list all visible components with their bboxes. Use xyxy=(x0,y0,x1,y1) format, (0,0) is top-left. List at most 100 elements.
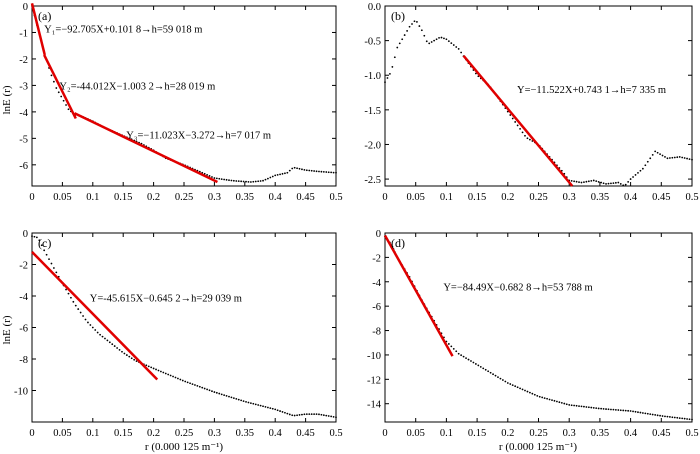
panel-1-data-point xyxy=(438,36,440,39)
panel-2-data-point xyxy=(169,374,172,377)
panel-1-data-point xyxy=(519,127,521,130)
panel-2-data-point xyxy=(133,358,136,361)
x-axis-label-right: r (0.000 125 m⁻¹) xyxy=(499,441,577,453)
panel-2-data-point xyxy=(130,357,133,360)
panel-1-data-point xyxy=(624,183,627,186)
panel-2-data-point xyxy=(196,385,199,387)
panel-0-y-tick-label: 0 xyxy=(23,2,28,13)
panel-2-data-point xyxy=(159,370,162,373)
panel-1-data-point xyxy=(656,151,659,154)
panel-1-data-point xyxy=(406,30,409,32)
panel-2-data-point xyxy=(72,300,75,303)
panel-2-data-point xyxy=(298,414,301,416)
panel-3-data-point xyxy=(614,408,617,411)
panel-0-data-point xyxy=(55,87,58,89)
panel-1-data-point xyxy=(435,38,438,41)
panel-3-data-point xyxy=(649,413,652,416)
panel-2-data-point xyxy=(191,383,194,386)
panel-2-data-point xyxy=(152,367,155,370)
panel-3-data-point xyxy=(600,407,603,410)
panel-3-data-point xyxy=(514,385,517,388)
panel-2-data-point xyxy=(286,412,289,415)
panel-1-data-point xyxy=(529,138,531,141)
panel-2-annotation-0: Y=-45.615X−0.645 2→h=29 039 m xyxy=(90,294,242,305)
panel-0-x-tick-label: 0.5 xyxy=(329,192,342,203)
panel-1-x-tick-label: 0.05 xyxy=(407,192,425,203)
panel-2-data-point xyxy=(111,343,114,346)
panel-2-data-point xyxy=(145,364,148,367)
panel-0-data-point xyxy=(313,170,316,172)
panel-3-panel-label: (d) xyxy=(391,236,405,250)
panel-2-data-point xyxy=(128,355,131,358)
panel-1-data-point xyxy=(639,169,642,172)
panel-2-data-point xyxy=(118,348,121,351)
panel-3-data-point xyxy=(467,358,470,361)
panel-2-data-point xyxy=(301,413,303,416)
panel-2-data-point xyxy=(257,404,260,406)
panel-0-x-tick-label: 0.05 xyxy=(53,192,71,203)
panel-0-x-tick-label: 0.4 xyxy=(269,192,283,203)
panel-2-data-point xyxy=(330,415,333,418)
panel-0-data-point xyxy=(213,177,216,179)
panel-3-data-point xyxy=(543,397,546,400)
panel-2-data-point xyxy=(52,267,55,269)
panel-3-data-point xyxy=(664,415,666,418)
panel-1-data-point xyxy=(386,77,389,79)
panel-0-data-point xyxy=(50,74,53,77)
panel-2-y-tick-label: -6 xyxy=(19,324,28,335)
panel-3-data-point xyxy=(457,352,460,355)
panel-3-data-point xyxy=(529,391,531,394)
panel-3-data-point xyxy=(487,370,490,373)
panel-2-data-point xyxy=(230,396,233,399)
panel-2-data-point xyxy=(274,408,277,411)
panel-2-data-point xyxy=(167,373,170,376)
panel-2-data-point xyxy=(106,339,109,342)
panel-2-data-point xyxy=(40,244,43,247)
panel-2-data-point xyxy=(94,329,97,331)
panel-1-data-point xyxy=(612,182,615,184)
panel-3-data-point xyxy=(619,409,622,412)
panel-3-data-point xyxy=(447,343,450,345)
panel-0-x-tick-label: 0.45 xyxy=(296,192,314,203)
panel-0-data-point xyxy=(322,170,325,173)
panel-1-data-point xyxy=(634,174,637,176)
panel-3-data-point xyxy=(548,398,551,401)
panel-0-data-point xyxy=(203,172,206,175)
panel-1-y-tick-label: -0.5 xyxy=(364,37,381,48)
panel-1-data-point xyxy=(521,131,524,134)
panel-1-data-point xyxy=(649,157,652,160)
panel-1-data-point xyxy=(416,21,418,23)
panel-1-data-point xyxy=(587,180,590,183)
panel-2-data-point xyxy=(33,235,36,238)
panel-3-fit-line-0 xyxy=(383,234,454,357)
panel-2-x-tick-label: 0.5 xyxy=(329,428,342,439)
panel-0-annotation-0: Y₁=−92.705X+0.101 8→h=59 018 m xyxy=(44,25,202,36)
panel-2-x-tick-label: 0.05 xyxy=(53,428,71,439)
panel-1-data-point xyxy=(691,158,693,161)
panel-1-x-tick-label: 0.35 xyxy=(591,192,609,203)
panel-1-data-point xyxy=(602,182,605,185)
panel-2-data-point xyxy=(177,377,179,380)
panel-0-data-point xyxy=(232,179,235,182)
panel-2-panel-label: (c) xyxy=(38,236,51,250)
panel-2-data-point xyxy=(147,365,150,368)
panel-1-fit-line-0 xyxy=(462,55,574,187)
panel-1-x-tick-label: 0.25 xyxy=(529,192,547,203)
panel-3-data-point xyxy=(504,380,507,383)
panel-0-data-point xyxy=(279,173,281,176)
panel-0-fit-line-1 xyxy=(43,54,77,120)
panel-1-data-point xyxy=(681,156,684,159)
panel-3-data-point xyxy=(595,407,598,410)
panel-2-data-point xyxy=(164,372,167,375)
panel-1-y-tick-label: -2.5 xyxy=(364,175,381,186)
panel-0-data-point xyxy=(276,173,279,176)
panel-2-data-point xyxy=(206,388,209,391)
panel-3-data-point xyxy=(607,408,610,411)
panel-3-y-tick-label: -10 xyxy=(367,351,381,362)
y-axis-label-bottom: lnE (r) xyxy=(1,315,13,344)
panel-2-data-point xyxy=(271,407,274,410)
panel-0-data-point xyxy=(298,167,301,170)
panel-1-data-point xyxy=(673,156,676,159)
panel-1-data-point xyxy=(676,156,679,159)
panel-3-data-point xyxy=(509,383,512,385)
